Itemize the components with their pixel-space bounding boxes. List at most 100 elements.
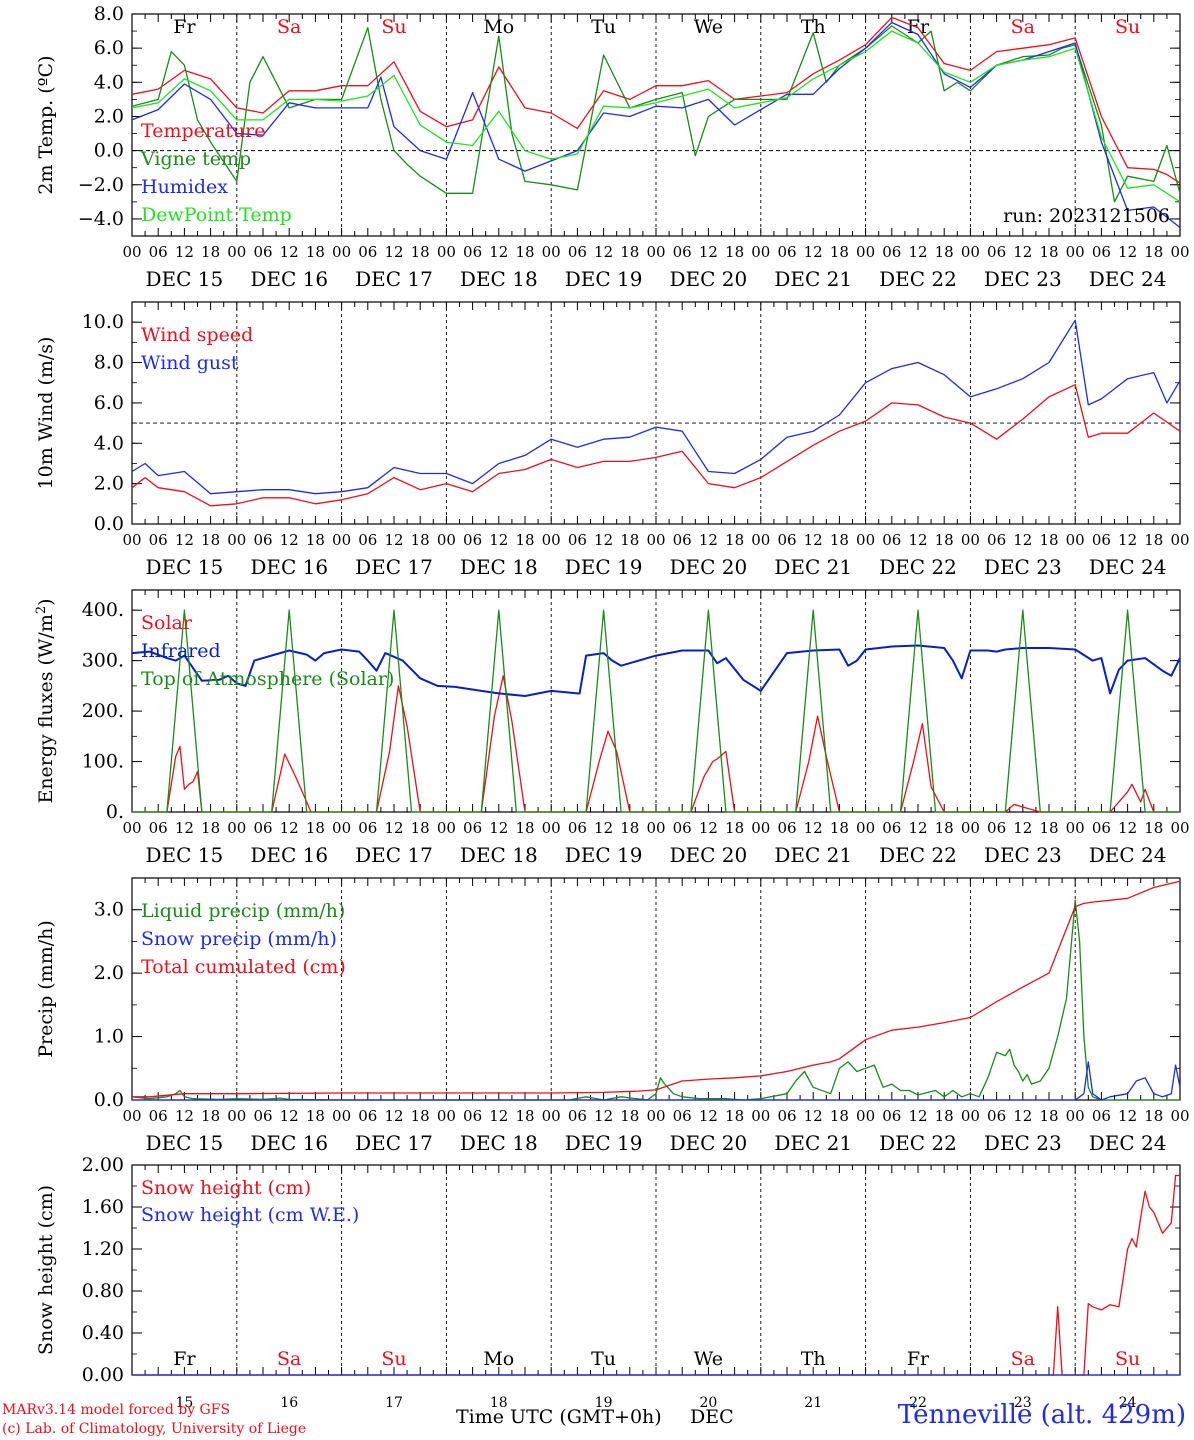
day-label: Sa bbox=[1011, 16, 1035, 38]
hour-label: 00 bbox=[1066, 531, 1085, 549]
series-line-snow-precip-mm-h- bbox=[132, 1061, 1181, 1101]
hour-label: 12 bbox=[908, 819, 927, 837]
legend-label: Snow precip (mm/h) bbox=[141, 928, 337, 950]
hour-label: 12 bbox=[908, 243, 927, 261]
day-label: Sa bbox=[1011, 1348, 1035, 1370]
date-label: DEC 21 bbox=[774, 1131, 852, 1155]
hour-label: 06 bbox=[253, 243, 272, 261]
hour-label: 00 bbox=[1170, 1107, 1189, 1125]
hour-label: 06 bbox=[149, 1107, 168, 1125]
y-tick-label: 0.80 bbox=[82, 1280, 124, 1302]
legend-label: Wind speed bbox=[141, 324, 253, 346]
hour-label: 06 bbox=[568, 531, 587, 549]
day-label: Mo bbox=[483, 1348, 514, 1370]
y-tick-label: 4.0 bbox=[94, 71, 124, 93]
hour-label: 18 bbox=[306, 531, 325, 549]
hour-label: 06 bbox=[987, 531, 1006, 549]
legend-label: Infrared bbox=[141, 640, 221, 662]
hour-label: 06 bbox=[149, 531, 168, 549]
station-label: Tenneville (alt. 429m) bbox=[897, 1400, 1186, 1430]
y-tick-label: 0.0 bbox=[94, 140, 124, 162]
hour-label: 06 bbox=[358, 531, 377, 549]
y-tick-label: 0.0 bbox=[94, 1089, 124, 1111]
day-label: Th bbox=[801, 16, 826, 38]
hour-label: 00 bbox=[856, 1107, 875, 1125]
y-axis-label: Snow height (cm) bbox=[35, 1185, 57, 1355]
hour-label: 00 bbox=[1170, 819, 1189, 837]
y-tick-label: 1.0 bbox=[94, 1026, 124, 1048]
hour-label: 06 bbox=[987, 819, 1006, 837]
hour-label: 12 bbox=[594, 531, 613, 549]
x-axis-title: Time UTC (GMT+0h) bbox=[456, 1406, 662, 1428]
hour-label: 06 bbox=[882, 243, 901, 261]
hour-label: 00 bbox=[542, 243, 561, 261]
y-tick-label: −4.0 bbox=[78, 208, 124, 230]
series-line-dewpoint-temp bbox=[131, 30, 1181, 203]
y-tick-label: 6.0 bbox=[94, 37, 124, 59]
series-line-temperature bbox=[131, 16, 1181, 184]
date-label: DEC 23 bbox=[984, 267, 1062, 291]
hour-label: 06 bbox=[253, 531, 272, 549]
chart-panel-5: 0.00 0.40 0.80 1.20 1.60 2.00 Snow height (cm)… bbox=[35, 1154, 1181, 1411]
hour-label: 00 bbox=[856, 243, 875, 261]
hour-label: 00 bbox=[437, 1107, 456, 1125]
hour-label: 12 bbox=[384, 819, 403, 837]
hour-label: 12 bbox=[175, 531, 194, 549]
hour-label: 18 bbox=[515, 243, 534, 261]
hour-label: 12 bbox=[489, 531, 508, 549]
hour-label: 12 bbox=[699, 819, 718, 837]
date-label: DEC 23 bbox=[984, 843, 1062, 867]
hour-label: 00 bbox=[437, 819, 456, 837]
hour-label: 06 bbox=[987, 1107, 1006, 1125]
hour-label: 06 bbox=[882, 819, 901, 837]
hour-label: 12 bbox=[908, 1107, 927, 1125]
date-label: DEC 24 bbox=[1089, 1131, 1167, 1155]
hour-label: 06 bbox=[463, 819, 482, 837]
hour-label: 00 bbox=[332, 243, 351, 261]
hour-label: 06 bbox=[1092, 243, 1111, 261]
hour-label: 18 bbox=[725, 1107, 744, 1125]
hour-label: 18 bbox=[830, 819, 849, 837]
hour-label: 12 bbox=[804, 243, 823, 261]
hour-label: 00 bbox=[437, 243, 456, 261]
day-label: Su bbox=[1115, 16, 1140, 38]
hour-label: 00 bbox=[1066, 243, 1085, 261]
hour-label: 00 bbox=[332, 819, 351, 837]
date-number-label: 16 bbox=[280, 1395, 298, 1411]
chart-panel-1: −4.0 −2.0 0.0 2.0 4.0 6.0 8.0 2m Temp. (ºC) 00 06… bbox=[35, 3, 1190, 291]
date-label: DEC 19 bbox=[565, 1131, 643, 1155]
hour-label: 18 bbox=[620, 243, 639, 261]
date-label: DEC 18 bbox=[460, 1131, 538, 1155]
y-tick-label: 2.0 bbox=[94, 105, 124, 127]
hour-label: 18 bbox=[620, 1107, 639, 1125]
y-tick-label: 0. bbox=[106, 801, 124, 823]
hour-label: 18 bbox=[935, 1107, 954, 1125]
hour-label: 18 bbox=[725, 243, 744, 261]
hour-label: 12 bbox=[804, 1107, 823, 1125]
date-number-label: 18 bbox=[490, 1395, 508, 1411]
day-label: Fr bbox=[907, 1348, 930, 1370]
date-label: DEC 16 bbox=[250, 1131, 328, 1155]
hour-label: 00 bbox=[751, 1107, 770, 1125]
date-number-label: 15 bbox=[175, 1395, 193, 1411]
day-label: We bbox=[694, 16, 723, 38]
hour-label: 00 bbox=[961, 819, 980, 837]
date-label: DEC 19 bbox=[565, 267, 643, 291]
hour-label: 12 bbox=[699, 531, 718, 549]
legend-label: Solar bbox=[141, 612, 193, 634]
hour-label: 06 bbox=[568, 1107, 587, 1125]
hour-label: 00 bbox=[961, 243, 980, 261]
y-tick-label: 10.0 bbox=[82, 311, 124, 333]
hour-label: 18 bbox=[306, 1107, 325, 1125]
hour-label: 00 bbox=[961, 531, 980, 549]
hour-label: 12 bbox=[280, 531, 299, 549]
hour-label: 18 bbox=[515, 819, 534, 837]
y-tick-label: 100. bbox=[82, 751, 124, 773]
hour-label: 00 bbox=[1066, 819, 1085, 837]
hour-label: 06 bbox=[149, 819, 168, 837]
day-label: Tu bbox=[591, 1348, 616, 1370]
hour-label: 12 bbox=[175, 1107, 194, 1125]
y-tick-label: 300. bbox=[82, 650, 124, 672]
